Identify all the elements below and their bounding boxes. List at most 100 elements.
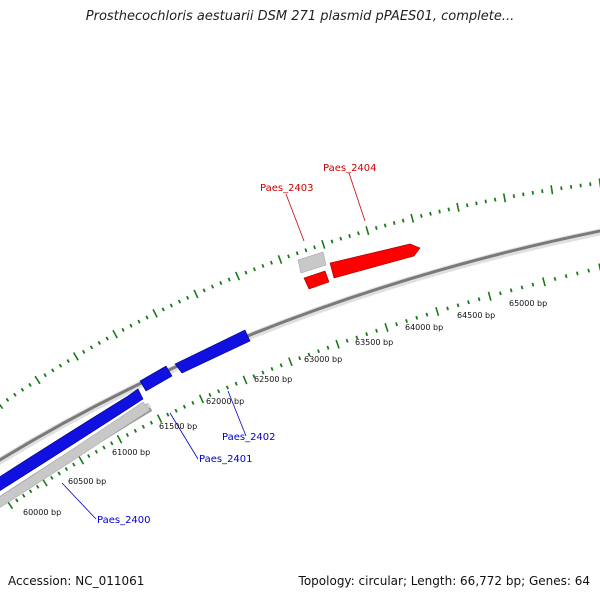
- inner-ring-major-tick: [116, 434, 123, 444]
- inner-ring-minor-tick: [326, 345, 330, 350]
- outer-ring-minor-tick: [383, 223, 387, 228]
- outer-ring-minor-tick: [20, 387, 25, 392]
- gene-label-paes-2402[interactable]: Paes_2402: [222, 432, 276, 443]
- gene-label-paes-2404[interactable]: Paes_2404: [323, 163, 377, 174]
- inner-ring-minor-tick: [217, 389, 221, 394]
- inner-ring-major-tick: [198, 394, 205, 404]
- outer-ring-major-tick: [152, 309, 158, 318]
- outer-ring-minor-tick: [58, 363, 63, 368]
- outer-ring-minor-tick: [252, 267, 256, 272]
- inner-ring-major-tick: [242, 375, 248, 385]
- outer-ring-minor-tick: [438, 209, 441, 214]
- inner-ring-minor-tick: [15, 498, 19, 503]
- gene-bar-paes-2400[interactable]: [0, 388, 144, 497]
- outer-ring-minor-tick: [401, 218, 405, 223]
- leader-paes-2403: [285, 193, 305, 242]
- outer-ring-major-tick: [34, 375, 41, 385]
- outer-ring-minor-tick: [177, 299, 182, 304]
- outer-ring-minor-tick: [295, 251, 299, 256]
- outer-ring-minor-tick: [357, 231, 360, 236]
- outer-ring-minor-tick: [484, 199, 487, 204]
- outer-ring-minor-tick: [186, 295, 190, 300]
- outer-ring-minor-tick: [5, 397, 10, 402]
- leader-paes-2404: [348, 172, 366, 222]
- outer-ring-minor-tick: [330, 239, 334, 244]
- outer-ring-minor-tick: [560, 186, 563, 191]
- outer-ring-minor-tick: [348, 233, 351, 238]
- inner-ring-major-tick: [487, 291, 492, 301]
- gene-label-paes-2400[interactable]: Paes_2400: [97, 515, 151, 526]
- inner-ring-minor-tick: [87, 454, 91, 459]
- outer-ring-minor-tick: [522, 192, 525, 197]
- outer-ring-minor-tick: [287, 254, 291, 259]
- outer-ring-minor-tick: [121, 327, 125, 332]
- inner-ring-minor-tick: [587, 268, 590, 273]
- inner-ring-major-tick: [542, 277, 546, 287]
- outer-ring-minor-tick: [569, 184, 573, 189]
- outer-ring-minor-tick: [261, 263, 265, 268]
- outer-ring-minor-tick: [313, 245, 316, 250]
- inner-ring-minor-tick: [553, 276, 557, 281]
- leader-paes-2400: [61, 482, 97, 520]
- outer-ring-minor-tick: [475, 201, 478, 206]
- inner-ring-minor-tick: [279, 363, 283, 368]
- feature-grey-2: [297, 251, 327, 274]
- inner-ring-minor-tick: [174, 408, 178, 413]
- bp-label-61000: 61000 bp: [112, 448, 150, 457]
- outer-ring-minor-tick: [392, 221, 396, 226]
- outer-ring-minor-tick: [420, 213, 423, 218]
- inner-ring-minor-tick: [225, 385, 229, 390]
- inner-ring-minor-tick: [415, 315, 419, 320]
- outer-ring-minor-tick: [531, 190, 534, 195]
- outer-ring-minor-tick: [97, 340, 101, 345]
- outer-ring-major-tick: [0, 403, 4, 410]
- gene-label-paes-2403[interactable]: Paes_2403: [260, 183, 314, 194]
- inner-ring-minor-tick: [94, 449, 98, 454]
- outer-ring-minor-tick: [51, 368, 55, 373]
- inner-ring-minor-tick: [395, 322, 398, 327]
- outer-ring-minor-tick: [541, 189, 544, 194]
- bp-label-62000: 62000 bp: [206, 397, 244, 406]
- inner-ring-minor-tick: [28, 489, 33, 494]
- gene-bar-paes-2404[interactable]: [329, 243, 421, 279]
- gene-bar-paes-2403[interactable]: [303, 270, 330, 290]
- outer-ring-major-tick: [277, 255, 283, 264]
- outer-ring-minor-tick: [227, 277, 231, 282]
- outer-ring-minor-tick: [82, 349, 86, 354]
- outer-ring-major-tick: [72, 352, 79, 361]
- outer-ring-major-tick: [550, 185, 554, 195]
- inner-ring-minor-tick: [520, 285, 524, 290]
- leader-paes-2402: [227, 390, 247, 437]
- outer-ring-minor-tick: [374, 226, 378, 231]
- outer-ring-minor-tick: [429, 211, 432, 216]
- bp-label-64000: 64000 bp: [405, 323, 443, 332]
- gene-bar-paes-2402[interactable]: [174, 329, 251, 374]
- inner-ring-major-tick: [156, 414, 163, 424]
- outer-ring-minor-tick: [28, 382, 32, 387]
- inner-ring-minor-tick: [149, 420, 154, 425]
- bp-label-60500: 60500 bp: [68, 477, 106, 486]
- gene-label-paes-2401[interactable]: Paes_2401: [199, 454, 253, 465]
- gene-bar-paes-2401[interactable]: [139, 365, 173, 392]
- outer-ring-minor-tick: [210, 284, 215, 289]
- outer-ring-minor-tick: [579, 183, 582, 188]
- inner-ring-minor-tick: [509, 288, 513, 293]
- bp-label-62500: 62500 bp: [254, 375, 292, 384]
- outer-ring-major-tick: [193, 289, 199, 299]
- inner-ring-minor-tick: [355, 335, 359, 340]
- feature-grey-1: [0, 401, 151, 508]
- inner-ring-minor-tick: [252, 374, 256, 379]
- inner-ring-minor-tick: [531, 282, 535, 287]
- inner-ring-minor-tick: [375, 328, 378, 333]
- inner-ring-minor-tick: [365, 332, 369, 337]
- outer-ring-major-tick: [456, 202, 460, 212]
- inner-ring-minor-tick: [166, 412, 170, 417]
- outer-ring-minor-tick: [202, 288, 206, 293]
- inner-ring-minor-tick: [110, 441, 114, 446]
- inner-ring-minor-tick: [133, 428, 137, 433]
- genome-backbone-core: [0, 229, 600, 462]
- outer-ring-minor-tick: [447, 207, 451, 212]
- inner-ring-major-tick: [288, 357, 293, 367]
